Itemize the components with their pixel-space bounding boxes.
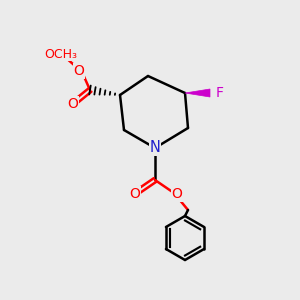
Text: O: O (74, 64, 84, 78)
Text: N: N (150, 140, 160, 155)
Polygon shape (185, 89, 210, 97)
Text: O: O (172, 187, 182, 201)
Text: O: O (130, 187, 140, 201)
Text: OCH₃: OCH₃ (44, 47, 77, 61)
Text: O: O (68, 97, 78, 111)
Text: F: F (216, 86, 224, 100)
